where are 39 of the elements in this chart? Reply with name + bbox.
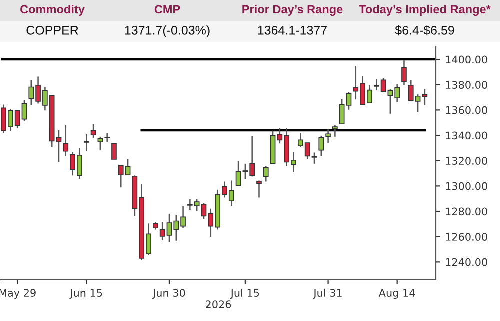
y-tick-label: 1280.00 xyxy=(446,208,488,216)
x-tick-label: May 29 xyxy=(0,289,36,300)
candlestick xyxy=(90,124,96,139)
candlestick xyxy=(22,100,28,122)
text: COPPER xyxy=(26,26,78,35)
x-tick-label: Jun 30 xyxy=(152,289,186,299)
y-tick-label: 1400.00 xyxy=(446,56,488,64)
candlestick xyxy=(332,124,338,138)
candlestick xyxy=(402,60,407,86)
y-tick-label: 1380.00 xyxy=(446,81,488,89)
text: $6.4-$6.59 xyxy=(395,25,454,36)
x-tick-label: Jun 15 xyxy=(70,289,102,299)
candlestick xyxy=(326,128,331,144)
y-tick-label: 1360.00 xyxy=(446,106,488,114)
y-tick-label: 1300.00 xyxy=(446,182,488,190)
x-tick-label: Jul 31 xyxy=(313,288,342,299)
candlestick xyxy=(422,88,428,106)
y-tick-label: 1260.00 xyxy=(446,233,488,241)
candlestick xyxy=(256,180,262,198)
candlestick xyxy=(318,135,324,157)
candlestick xyxy=(312,152,318,165)
y-tick-label: 1340.00 xyxy=(446,132,488,140)
candlestick xyxy=(236,160,242,186)
text: Commodity xyxy=(20,5,85,16)
y-tick-label: 1320.00 xyxy=(446,157,488,165)
y-tick-label: 1240.00 xyxy=(446,258,488,266)
text: Today’s Implied Range* xyxy=(359,4,491,16)
candlestick xyxy=(112,143,117,160)
candlestick xyxy=(263,166,269,182)
text: 1371.7(-0.03%) xyxy=(125,26,210,38)
candlestick xyxy=(84,134,90,152)
x-tick-label: Aug 14 xyxy=(378,289,416,300)
text: 1364.1-1377 xyxy=(258,26,327,35)
text: Prior Day’s Range xyxy=(242,4,343,16)
x-axis-title: 2026 xyxy=(206,300,232,308)
candlestick xyxy=(63,124,69,157)
x-tick-label: Jul 15 xyxy=(230,288,260,299)
text: CMP xyxy=(154,5,180,14)
candlestick xyxy=(160,222,166,242)
